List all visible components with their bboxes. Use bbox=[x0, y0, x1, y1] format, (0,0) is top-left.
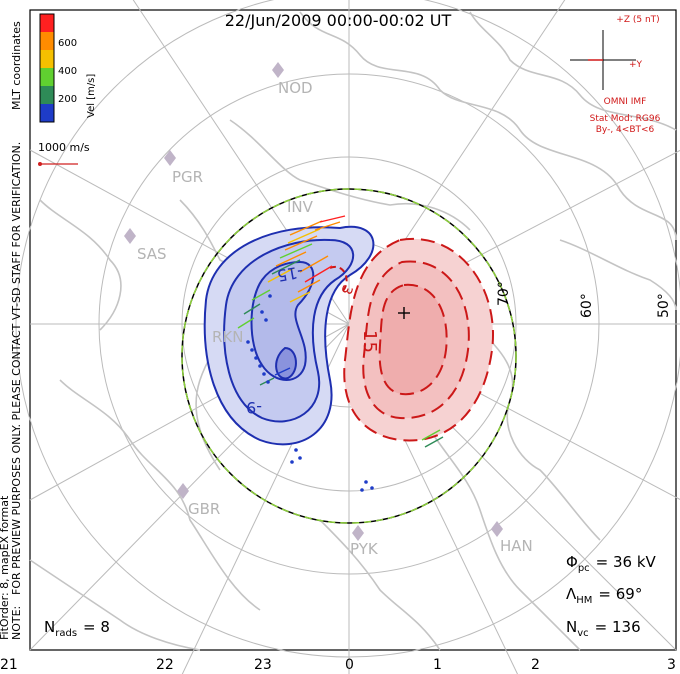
mlt-tick-21: 21 bbox=[0, 657, 18, 673]
mlt-tick-0: 0 bbox=[345, 657, 354, 673]
imf-y-label: +Y bbox=[629, 60, 643, 70]
lat-label-50: 50° bbox=[656, 293, 672, 318]
nrads-stat: Nrads = 8 bbox=[44, 618, 110, 639]
imf-clock-dial bbox=[570, 30, 636, 90]
contour-label-neg-15: -15 bbox=[276, 262, 305, 285]
scale-vector bbox=[38, 162, 78, 166]
note-prefix: NOTE: bbox=[10, 606, 23, 640]
station-markers bbox=[124, 62, 503, 541]
scale-vector-label: 1000 m/s bbox=[38, 141, 90, 154]
station-pgr: PGR bbox=[172, 168, 203, 186]
velocity-vectors bbox=[237, 215, 444, 448]
imf-model: Stat Mod: RG96 bbox=[590, 114, 661, 124]
lat-label-60: 60° bbox=[579, 293, 595, 318]
coordinates-label: MLT coordinates bbox=[10, 21, 23, 110]
contour-label-neg-9: -9 bbox=[246, 398, 262, 417]
map-title: 22/Jun/2009 00:00-00:02 UT bbox=[225, 11, 452, 30]
imf-source: OMNI IMF bbox=[604, 97, 647, 107]
phi-pc-stat: Φpc = 36 kV bbox=[566, 553, 657, 574]
lat-label-70: 70° bbox=[496, 281, 512, 306]
mlt-tick-23: 23 bbox=[254, 657, 272, 673]
mlt-tick-1: 1 bbox=[433, 657, 442, 673]
station-inv: INV bbox=[287, 198, 314, 216]
colorbar-label: Vel [m/s] bbox=[86, 74, 97, 118]
station-nod: NOD bbox=[278, 79, 313, 97]
pole-cross bbox=[398, 307, 410, 319]
contour-label-pos-15: 15 bbox=[359, 330, 380, 353]
colorbar-tick-400: 400 bbox=[58, 66, 77, 77]
fit-order-note: FitOrder: 8, mapEX format bbox=[0, 495, 11, 640]
mlt-tick-2: 2 bbox=[531, 657, 540, 673]
station-han: HAN bbox=[500, 537, 533, 555]
station-rkn: RKN bbox=[212, 328, 243, 346]
nvc-stat: Nvc = 136 bbox=[566, 618, 641, 639]
colorbar-tick-600: 600 bbox=[58, 38, 77, 49]
positive-potential-cell bbox=[329, 237, 494, 442]
station-gbr: GBR bbox=[188, 500, 220, 518]
imf-bins: By-, 4<BT<6 bbox=[596, 125, 655, 135]
station-sas: SAS bbox=[137, 245, 167, 263]
hm-boundary-dashes bbox=[181, 188, 517, 524]
velocity-points bbox=[246, 294, 374, 492]
lambda-hm-stat: ΛHM = 69° bbox=[566, 585, 642, 606]
preview-note: FOR PREVIEW PURPOSES ONLY. PLEASE CONTAC… bbox=[10, 142, 23, 595]
imf-z-label: +Z (5 nT) bbox=[616, 15, 659, 25]
station-pyk: PYK bbox=[350, 540, 379, 558]
velocity-colorbar bbox=[39, 13, 55, 123]
colorbar-tick-200: 200 bbox=[58, 94, 77, 105]
mlt-tick-3: 3 bbox=[667, 657, 676, 673]
mlt-tick-22: 22 bbox=[156, 657, 174, 673]
